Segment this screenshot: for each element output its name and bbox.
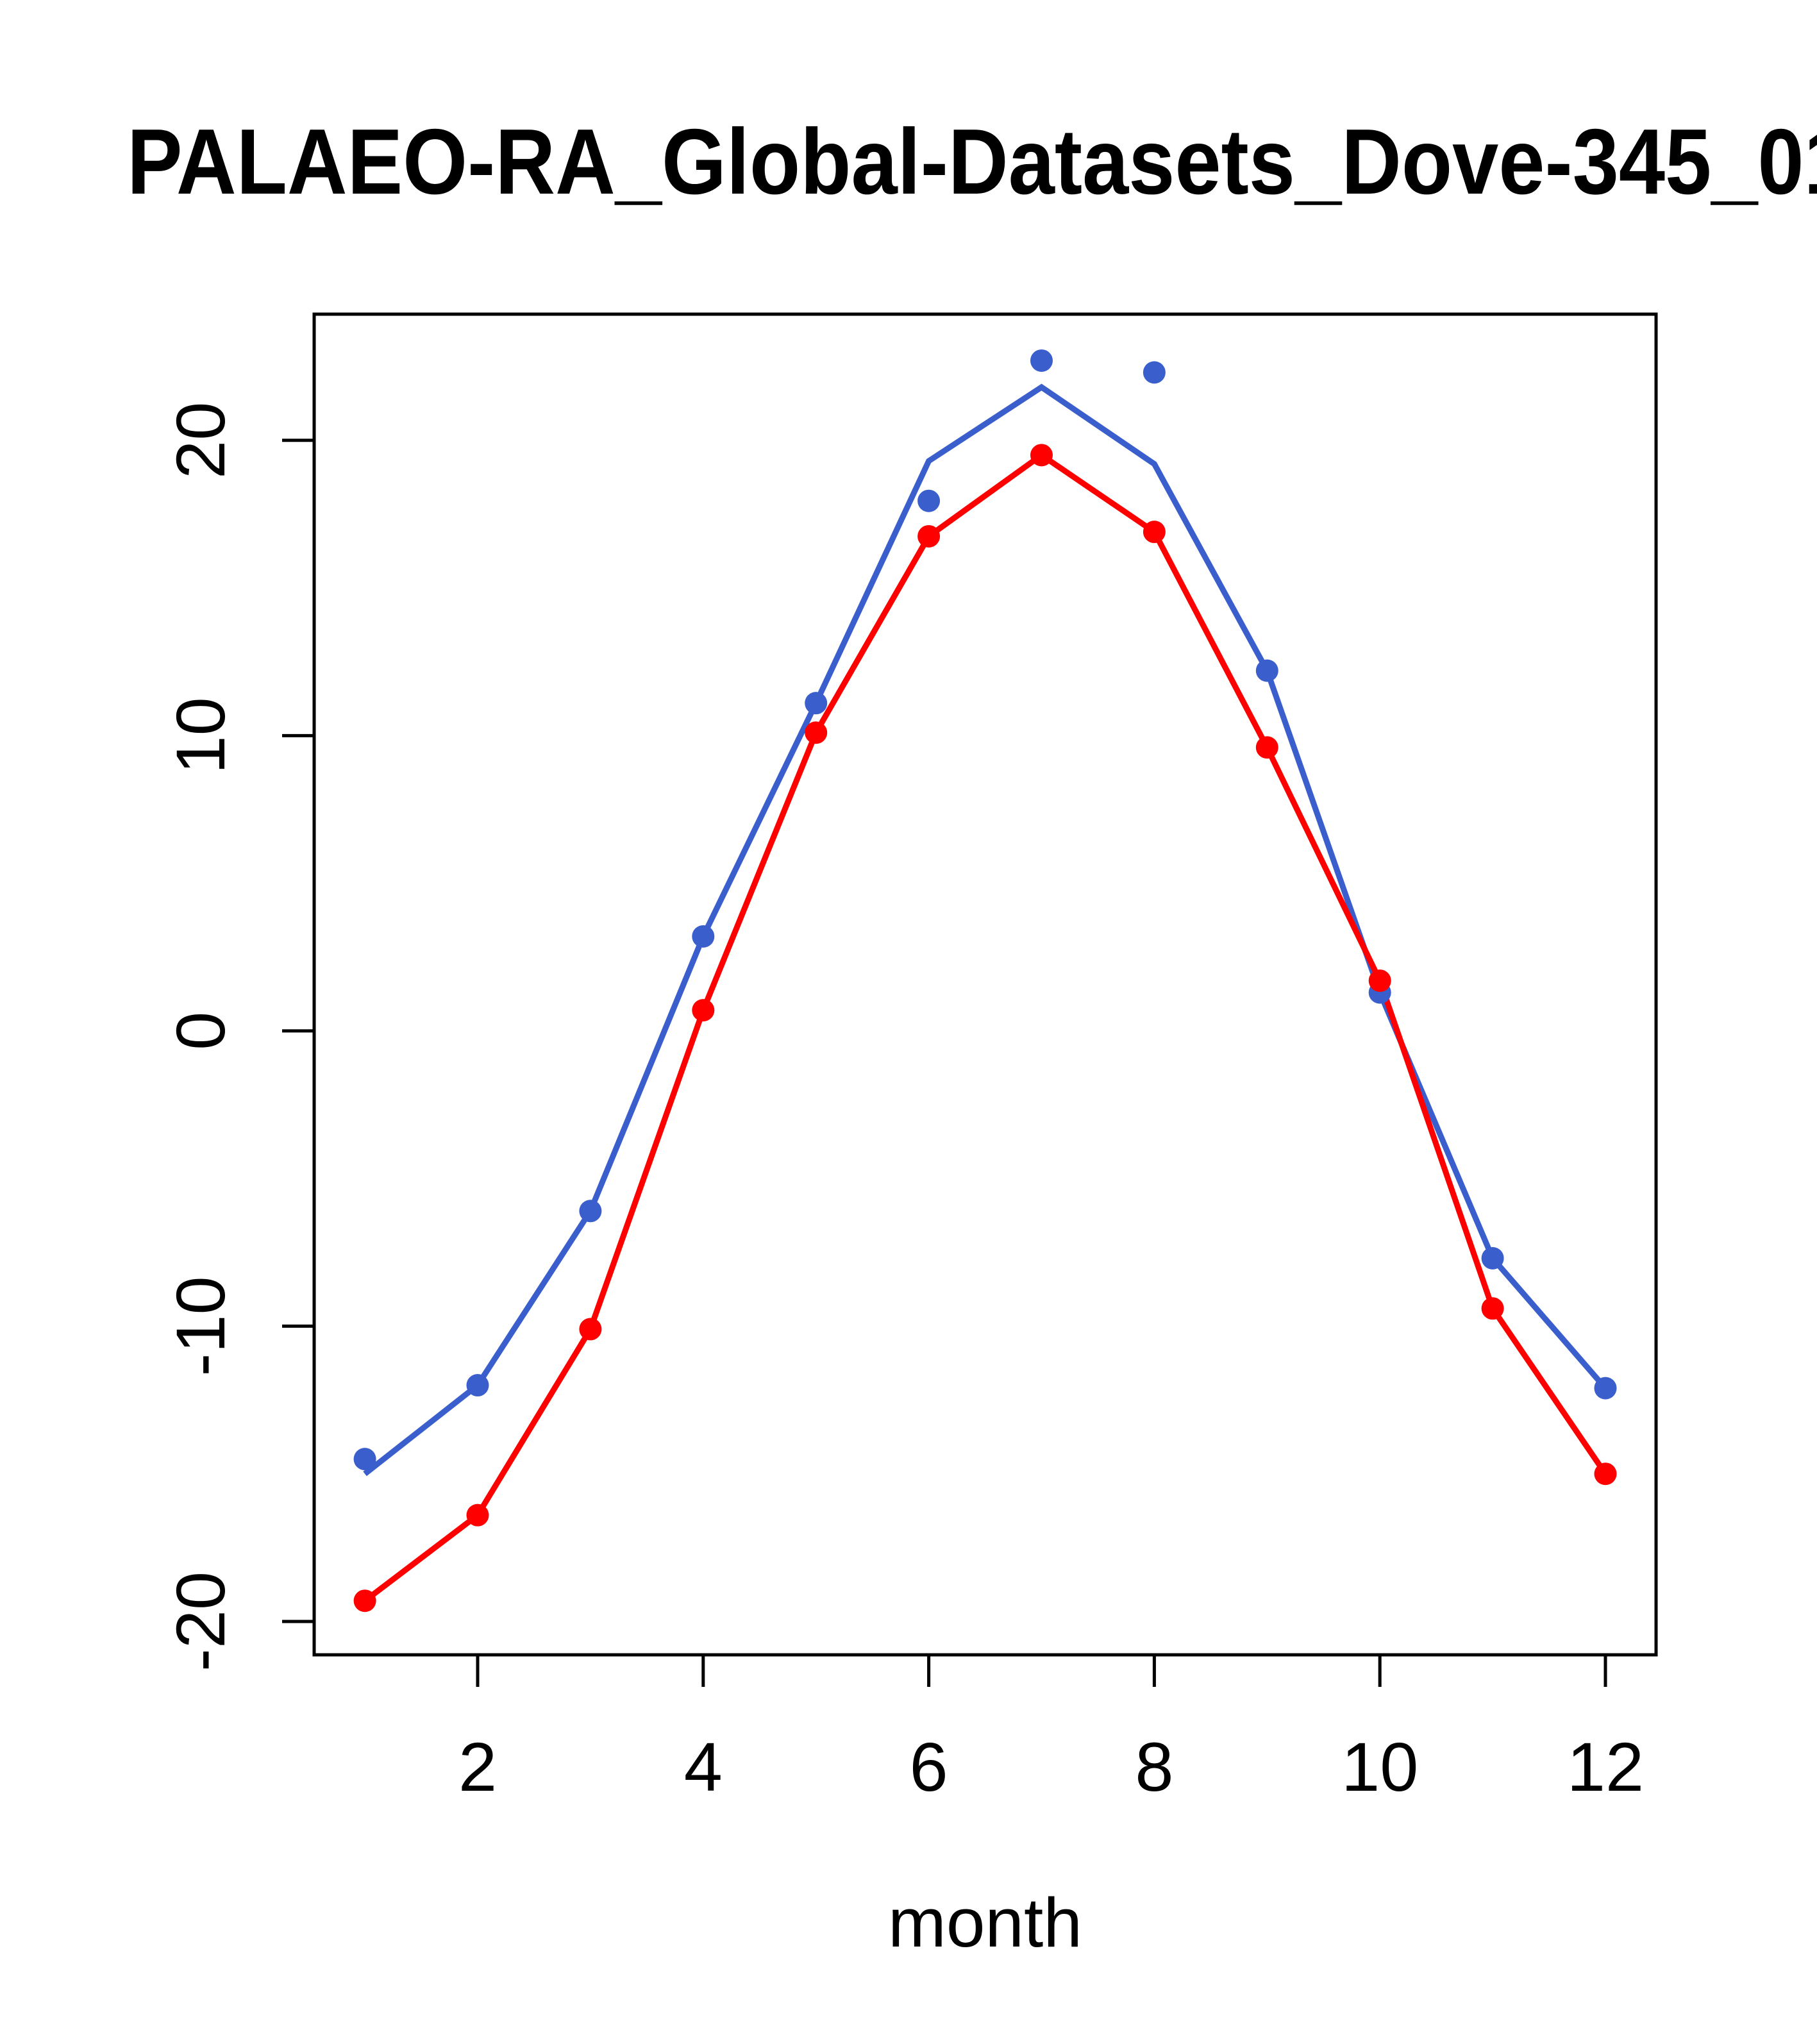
svg-text:6: 6 [910, 1728, 948, 1805]
svg-text:0: 0 [162, 1012, 239, 1050]
svg-text:12: 12 [1567, 1728, 1644, 1805]
svg-text:10: 10 [162, 697, 239, 774]
svg-text:8: 8 [1135, 1728, 1173, 1805]
svg-text:-20: -20 [162, 1571, 239, 1671]
svg-text:20: 20 [162, 402, 239, 479]
svg-text:2: 2 [458, 1728, 497, 1805]
svg-text:-10: -10 [162, 1276, 239, 1376]
svg-text:10: 10 [1341, 1728, 1418, 1805]
svg-text:4: 4 [684, 1728, 723, 1805]
